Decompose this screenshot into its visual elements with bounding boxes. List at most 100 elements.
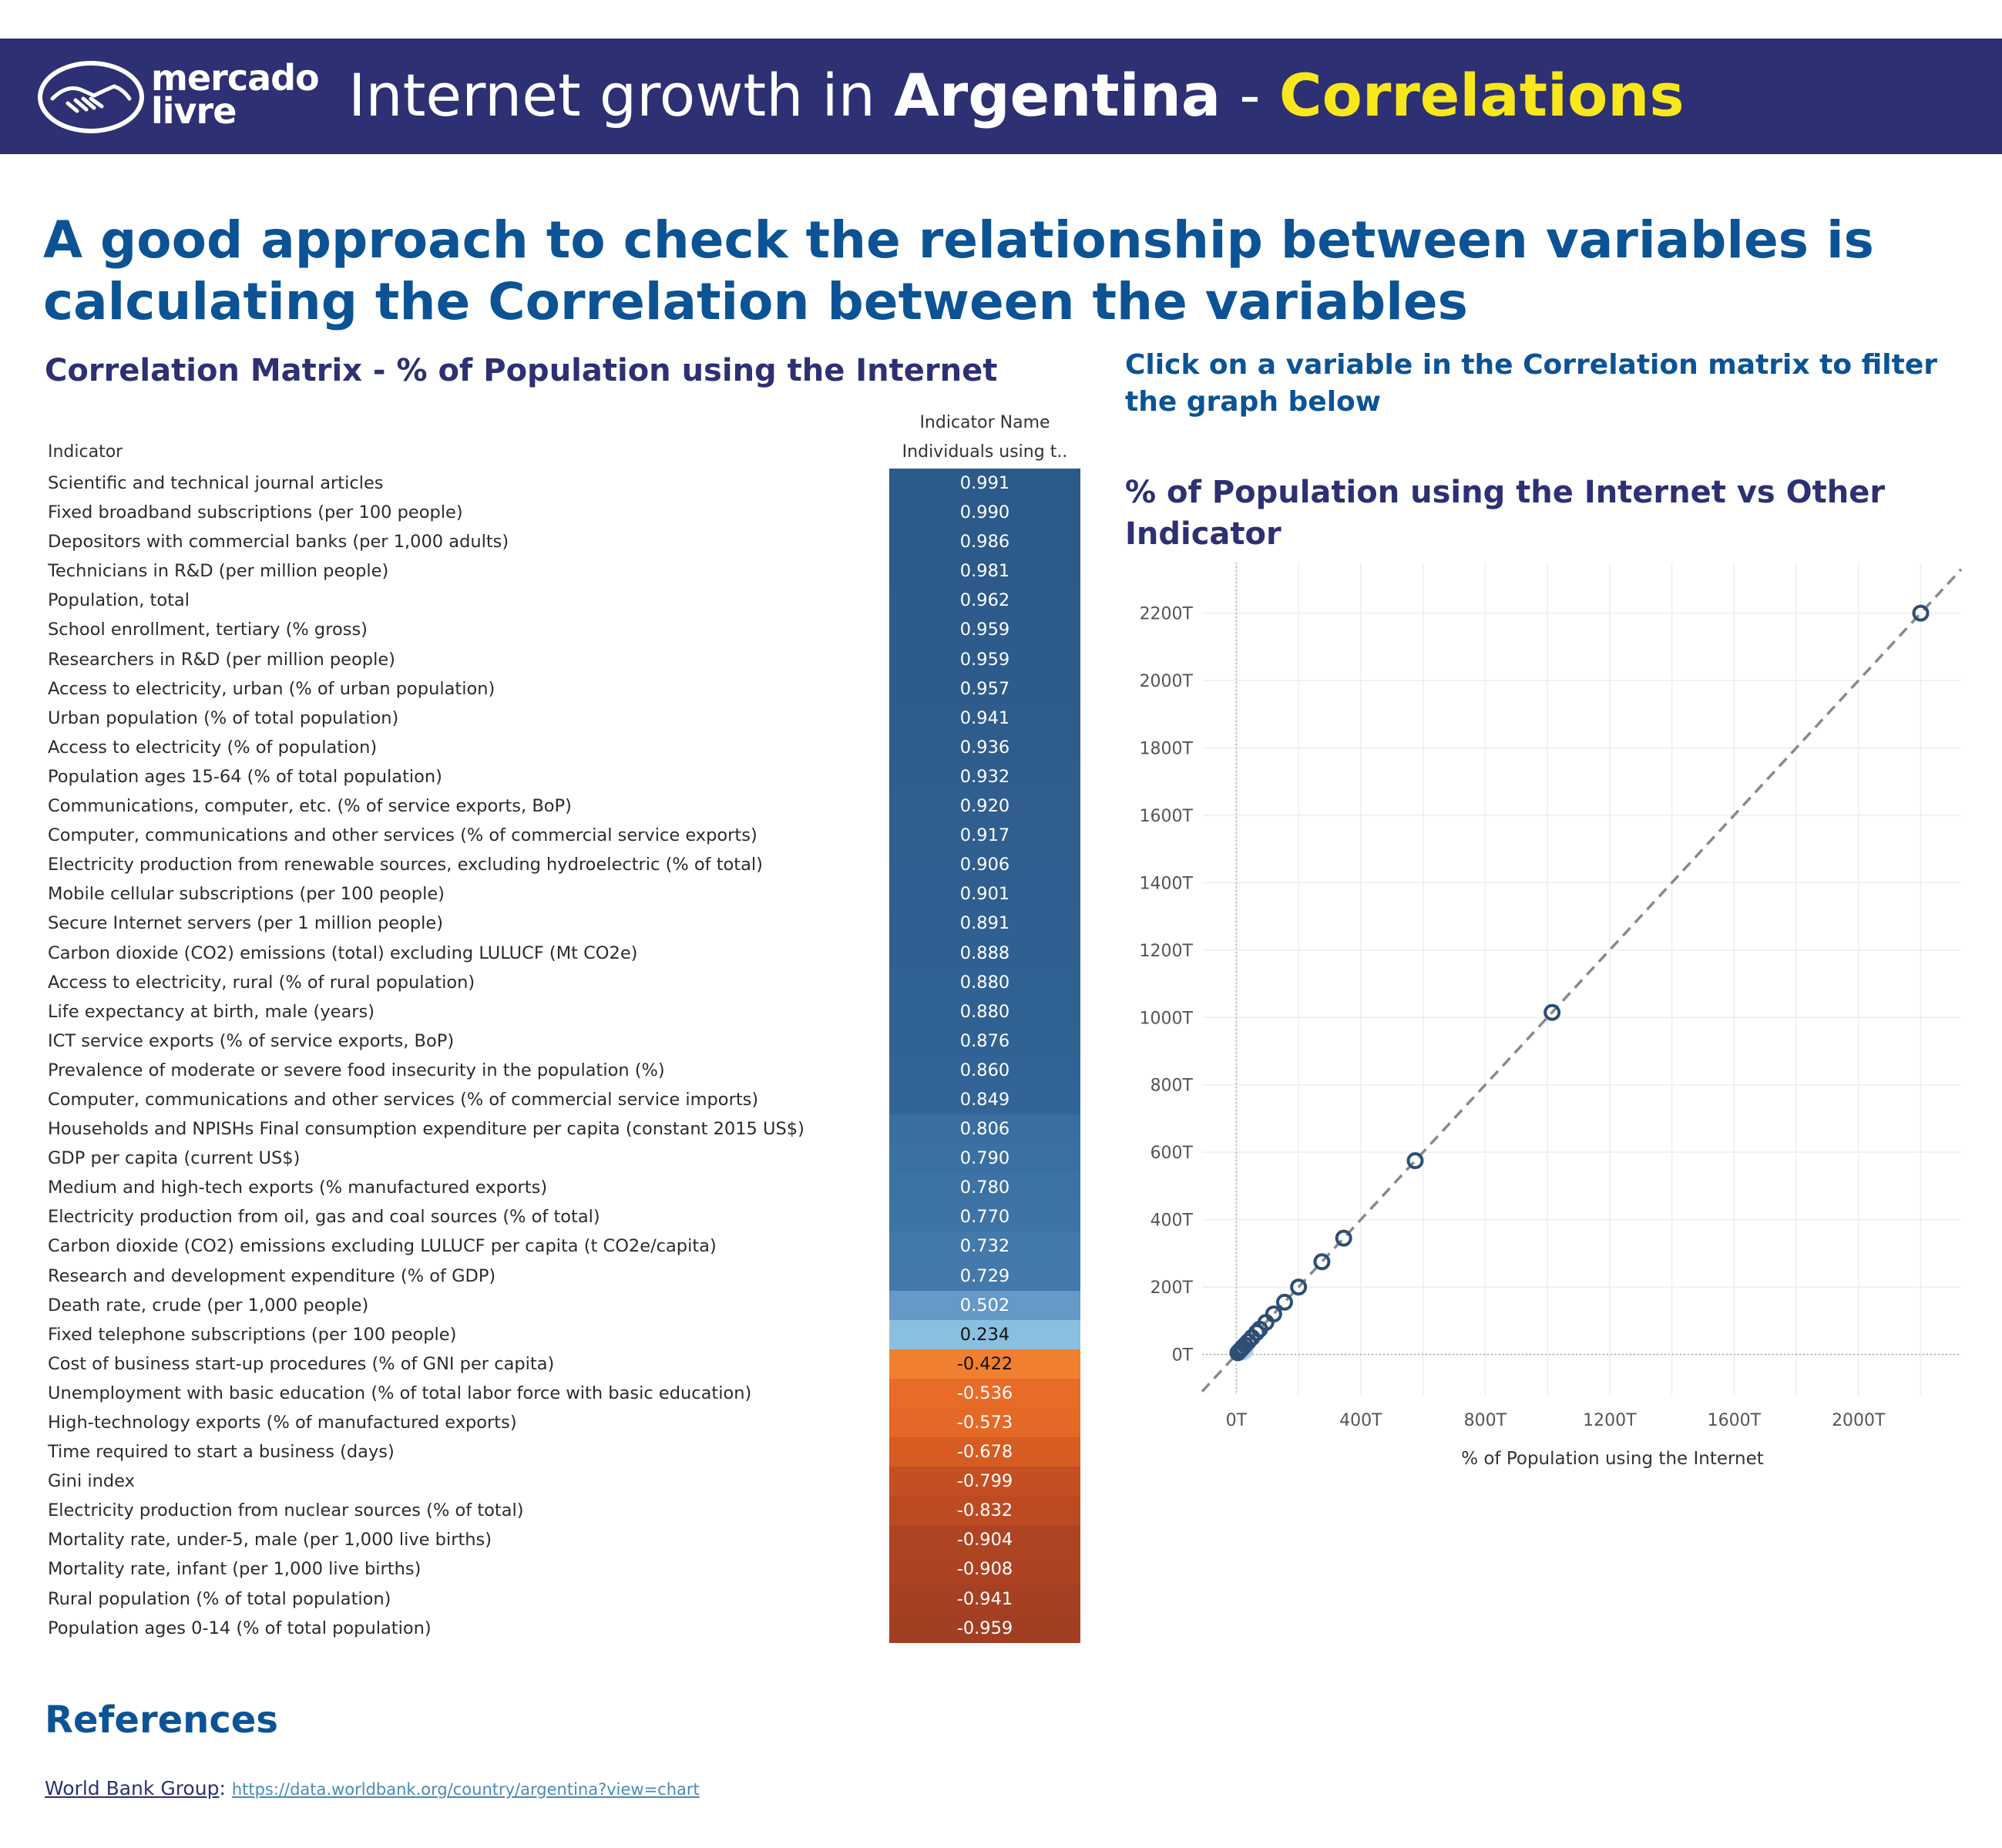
correlation-cell[interactable]: -0.536 [889, 1378, 1080, 1408]
correlation-cell[interactable]: 0.876 [889, 1026, 1080, 1056]
matrix-row[interactable]: Computer, communications and other servi… [0, 1084, 1094, 1115]
matrix-row[interactable]: Access to electricity, rural (% of rural… [0, 967, 1094, 997]
matrix-row-label[interactable]: Life expectancy at birth, male (years) [48, 1001, 375, 1022]
matrix-row[interactable]: Secure Internet servers (per 1 million p… [0, 909, 1094, 939]
matrix-row-label[interactable]: Researchers in R&D (per million people) [48, 649, 395, 670]
matrix-row-label[interactable]: Mobile cellular subscriptions (per 100 p… [48, 884, 445, 905]
matrix-row[interactable]: Population ages 15-64 (% of total popula… [0, 761, 1094, 792]
correlation-cell[interactable]: -0.904 [889, 1525, 1080, 1555]
matrix-row[interactable]: Mortality rate, infant (per 1,000 live b… [0, 1554, 1094, 1584]
matrix-row-label[interactable]: Secure Internet servers (per 1 million p… [48, 913, 444, 934]
correlation-cell[interactable]: 0.917 [889, 821, 1080, 851]
data-point[interactable] [1313, 1253, 1331, 1271]
matrix-row[interactable]: GDP per capita (current US$) 0.790 [0, 1144, 1094, 1174]
matrix-row-label[interactable]: Electricity production from oil, gas and… [48, 1207, 600, 1228]
matrix-row[interactable]: Researchers in R&D (per million people) 0… [0, 644, 1094, 674]
matrix-row-label[interactable]: Cost of business start-up procedures (% … [48, 1353, 555, 1374]
matrix-row[interactable]: Electricity production from renewable so… [0, 850, 1094, 880]
matrix-row[interactable]: Mobile cellular subscriptions (per 100 p… [0, 879, 1094, 909]
matrix-column-header[interactable]: Individuals using t.. [902, 442, 1068, 462]
matrix-row[interactable]: Computer, communications and other servi… [0, 821, 1094, 851]
correlation-cell[interactable]: 0.920 [889, 791, 1080, 822]
matrix-row[interactable]: Urban population (% of total population)… [0, 703, 1094, 733]
correlation-cell[interactable]: 0.849 [889, 1084, 1080, 1115]
matrix-row[interactable]: Electricity production from oil, gas and… [0, 1202, 1094, 1232]
reference-link[interactable]: https://data.worldbank.org/country/argen… [231, 1780, 700, 1799]
matrix-row-label[interactable]: Access to electricity, rural (% of rural… [48, 972, 475, 993]
matrix-row-label[interactable]: Death rate, crude (per 1,000 people) [48, 1295, 369, 1315]
matrix-row[interactable]: Mortality rate, under-5, male (per 1,000… [0, 1525, 1094, 1555]
matrix-row-label[interactable]: Unemployment with basic education (% of … [48, 1383, 752, 1403]
correlation-cell[interactable]: 0.936 [889, 732, 1080, 762]
reference-source[interactable]: World Bank Group [45, 1777, 220, 1799]
correlation-cell[interactable]: 0.770 [889, 1202, 1080, 1232]
correlation-cell[interactable]: -0.422 [889, 1349, 1080, 1379]
data-point[interactable] [1406, 1152, 1424, 1170]
matrix-row-label[interactable]: ICT service exports (% of service export… [48, 1030, 455, 1051]
matrix-row-label[interactable]: Electricity production from nuclear sour… [48, 1500, 524, 1521]
matrix-row[interactable]: Carbon dioxide (CO2) emissions excluding… [0, 1231, 1094, 1262]
matrix-row-label[interactable]: School enrollment, tertiary (% gross) [48, 620, 368, 640]
matrix-row-label[interactable]: Computer, communications and other servi… [48, 825, 757, 846]
correlation-cell[interactable]: 0.729 [889, 1261, 1080, 1291]
correlation-cell[interactable]: 0.981 [889, 556, 1080, 586]
correlation-cell[interactable]: -0.573 [889, 1408, 1080, 1438]
matrix-row-label[interactable]: Electricity production from renewable so… [48, 855, 763, 875]
matrix-row-label[interactable]: Access to electricity, urban (% of urban… [48, 678, 495, 699]
matrix-row[interactable]: Fixed broadband subscriptions (per 100 p… [0, 498, 1094, 528]
matrix-row[interactable]: Population ages 0-14 (% of total populat… [0, 1613, 1094, 1643]
correlation-cell[interactable]: -0.832 [889, 1496, 1080, 1526]
matrix-row-label[interactable]: GDP per capita (current US$) [48, 1148, 301, 1169]
correlation-cell[interactable]: 0.990 [889, 498, 1080, 528]
matrix-row-label[interactable]: Population ages 15-64 (% of total popula… [48, 766, 442, 787]
matrix-row-label[interactable]: Population, total [48, 590, 190, 611]
matrix-row[interactable]: ICT service exports (% of service export… [0, 1026, 1094, 1056]
correlation-cell[interactable]: 0.234 [889, 1319, 1080, 1349]
correlation-cell[interactable]: 0.991 [889, 469, 1080, 499]
matrix-row-label[interactable]: Fixed telephone subscriptions (per 100 p… [48, 1324, 457, 1345]
matrix-row[interactable]: Death rate, crude (per 1,000 people) 0.50… [0, 1290, 1094, 1320]
matrix-row[interactable]: High-technology exports (% of manufactur… [0, 1408, 1094, 1438]
scatter-chart[interactable]: 0T 400T 800T 1200T 1600T 2000T 0T 200T 400T 600T 8… [1110, 555, 1973, 1490]
correlation-cell[interactable]: 0.901 [889, 879, 1080, 909]
matrix-row[interactable]: Technicians in R&D (per million people) 0… [0, 556, 1094, 586]
matrix-row[interactable]: Scientific and technical journal article… [0, 469, 1094, 499]
correlation-cell[interactable]: 0.959 [889, 615, 1080, 645]
matrix-row-label[interactable]: Urban population (% of total population) [48, 707, 399, 728]
correlation-cell[interactable]: 0.891 [889, 909, 1080, 939]
correlation-cell[interactable]: 0.888 [889, 938, 1080, 968]
correlation-cell[interactable]: 0.806 [889, 1114, 1080, 1144]
correlation-cell[interactable]: 0.932 [889, 761, 1080, 792]
data-point[interactable] [1265, 1305, 1282, 1323]
matrix-row[interactable]: Time required to start a business (days)… [0, 1437, 1094, 1467]
data-point[interactable] [1275, 1293, 1293, 1311]
data-point[interactable] [1290, 1278, 1308, 1296]
matrix-row[interactable]: Life expectancy at birth, male (years) 0.… [0, 996, 1094, 1026]
matrix-row-label[interactable]: Carbon dioxide (CO2) emissions (total) e… [48, 942, 638, 963]
correlation-cell[interactable]: 0.957 [889, 674, 1080, 704]
correlation-cell[interactable]: 0.880 [889, 967, 1080, 997]
data-point[interactable] [1335, 1229, 1352, 1247]
matrix-row[interactable]: Fixed telephone subscriptions (per 100 p… [0, 1319, 1094, 1349]
matrix-row-label[interactable]: Prevalence of moderate or severe food in… [48, 1060, 665, 1080]
matrix-row-label[interactable]: Fixed broadband subscriptions (per 100 p… [48, 502, 463, 523]
correlation-cell[interactable]: 0.941 [889, 703, 1080, 733]
matrix-row-label[interactable]: Rural population (% of total population) [48, 1588, 391, 1609]
matrix-row[interactable]: Unemployment with basic education (% of … [0, 1378, 1094, 1408]
correlation-cell[interactable]: -0.941 [889, 1584, 1080, 1614]
matrix-row-label[interactable]: Population ages 0-14 (% of total populat… [48, 1618, 432, 1638]
matrix-row[interactable]: Rural population (% of total population)… [0, 1584, 1094, 1614]
matrix-row[interactable]: Cost of business start-up procedures (% … [0, 1349, 1094, 1379]
correlation-cell[interactable]: 0.502 [889, 1290, 1080, 1320]
matrix-row-label[interactable]: Mortality rate, under-5, male (per 1,000… [48, 1530, 492, 1551]
data-point[interactable] [1239, 1332, 1257, 1350]
matrix-row-label[interactable]: Medium and high-tech exports (% manufact… [48, 1178, 548, 1198]
matrix-row-label[interactable]: Time required to start a business (days) [48, 1442, 395, 1463]
correlation-cell[interactable]: -0.678 [889, 1437, 1080, 1467]
correlation-cell[interactable]: 0.780 [889, 1173, 1080, 1203]
data-point[interactable] [1248, 1324, 1265, 1342]
matrix-row-label[interactable]: Mortality rate, infant (per 1,000 live b… [48, 1559, 422, 1580]
matrix-row-label[interactable]: Communications, computer, etc. (% of ser… [48, 796, 572, 817]
matrix-row[interactable]: Carbon dioxide (CO2) emissions (total) e… [0, 938, 1094, 968]
matrix-row[interactable]: School enrollment, tertiary (% gross) 0.9… [0, 615, 1094, 645]
